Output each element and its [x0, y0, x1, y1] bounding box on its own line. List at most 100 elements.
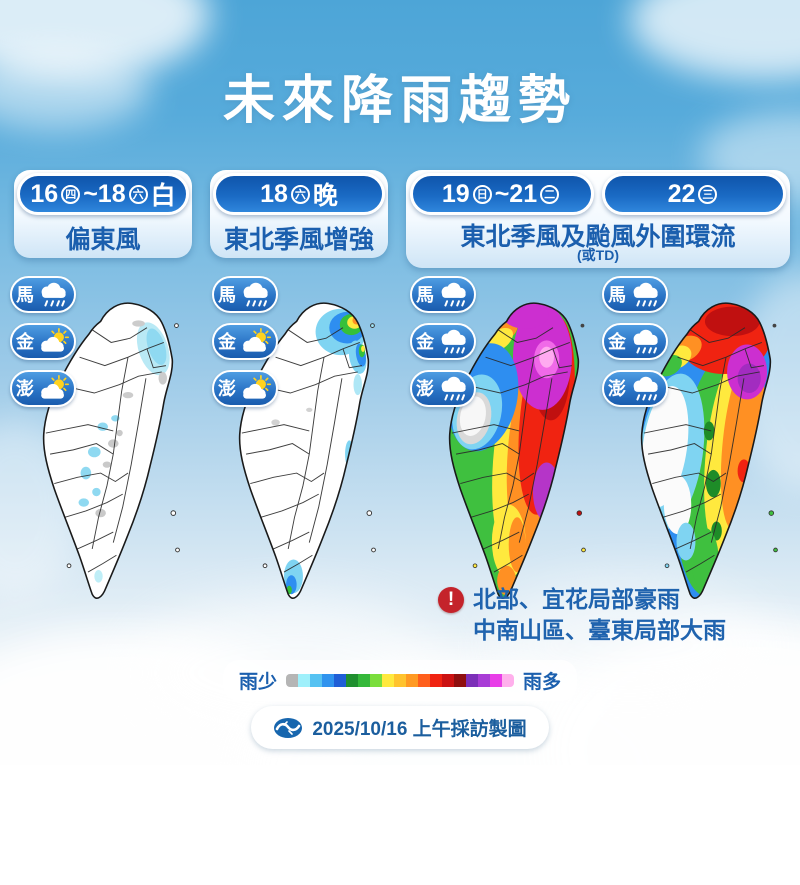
warning-note: ! 北部、宜花局部豪雨 中南山區、臺東局部大雨 — [438, 584, 726, 646]
station-label: 金 — [218, 331, 236, 352]
station-label: 馬 — [416, 284, 434, 305]
date-suffix-day: 白 — [150, 182, 176, 210]
footer-credit-pill: 2025/10/16 上午採訪製圖 — [251, 706, 549, 749]
rain-cloud-icon — [41, 282, 66, 307]
legend-less-label: 雨少 — [238, 672, 277, 693]
station-matsu: 馬 — [10, 276, 76, 313]
station-kinmen: 金 — [10, 323, 76, 360]
decorative-cloud — [0, 50, 150, 130]
date-pill-16-18: 16 四 ~ 18 六 白 — [17, 173, 189, 215]
station-label: 馬 — [218, 284, 236, 305]
taiwan-rain-map-1 — [42, 302, 180, 599]
date-day-end: 21 — [509, 179, 538, 208]
date-pill-18-night: 18 六 晚 — [213, 173, 385, 215]
station-penghu: 澎 — [410, 370, 476, 407]
weekday-circle-sat: 六 — [290, 184, 310, 204]
forecast-subtitle: 東北季風增強 — [223, 226, 374, 254]
weekday-circle-thu: 四 — [61, 184, 81, 204]
set-news-logo-icon — [274, 717, 303, 738]
weekday-circle-sat: 六 — [128, 184, 148, 204]
station-matsu: 馬 — [212, 276, 278, 313]
date-tilde: ~ — [83, 179, 98, 208]
legend-color-segment — [430, 674, 442, 687]
legend-color-segment — [454, 674, 466, 687]
station-label: 澎 — [16, 378, 34, 399]
date-pill-22: 22 三 — [602, 173, 786, 215]
station-label: 金 — [416, 331, 434, 352]
legend-color-segment — [334, 674, 346, 687]
station-label: 澎 — [218, 378, 236, 399]
station-penghu: 澎 — [602, 370, 668, 407]
partly-sunny-icon — [243, 375, 272, 399]
taiwan-rain-map-4 — [640, 302, 778, 599]
station-penghu: 澎 — [10, 370, 76, 407]
station-column-2: 馬 金 澎 — [212, 276, 278, 407]
station-label: 金 — [608, 331, 626, 352]
taiwan-rain-map-3 — [448, 302, 586, 599]
rainfall-legend: 雨少 雨多 — [0, 660, 800, 701]
footer: 2025/10/16 上午採訪製圖 — [0, 706, 800, 749]
date-tilde: ~ — [494, 179, 510, 208]
forecast-subtitle-note: (或TD) — [577, 247, 619, 263]
date-suffix-night: 晚 — [312, 182, 338, 210]
weekday-circle-wed: 三 — [698, 184, 718, 204]
warning-line-2: 中南山區、臺東局部大雨 — [473, 617, 726, 643]
legend-color-segment — [358, 674, 370, 687]
date-day-end: 18 — [97, 179, 126, 208]
partly-sunny-icon — [243, 328, 272, 352]
station-kinmen: 金 — [602, 323, 668, 360]
legend-color-segment — [346, 674, 358, 687]
station-kinmen: 金 — [410, 323, 476, 360]
forecast-subtitle: 東北季風及颱風外圍環流 — [460, 223, 736, 251]
weekday-circle-tue: 二 — [540, 184, 560, 204]
forecast-card-19-22: 19 日 ~ 21 二 22 三 東北季風及颱風外圍環流 (或TD) — [406, 170, 790, 268]
legend-color-segment — [394, 674, 406, 687]
legend-color-segment — [322, 674, 334, 687]
rain-cloud-icon — [633, 282, 658, 307]
partly-sunny-icon — [41, 328, 70, 352]
station-matsu: 馬 — [602, 276, 668, 313]
station-matsu: 馬 — [410, 276, 476, 313]
footer-caption: 2025/10/16 上午採訪製圖 — [312, 719, 527, 740]
station-column-4: 馬 金 澎 — [602, 276, 668, 407]
rain-cloud-icon — [633, 376, 658, 401]
weekday-circle-sun: 日 — [472, 184, 492, 204]
rain-cloud-icon — [441, 376, 466, 401]
legend-color-segment — [466, 674, 478, 687]
station-column-1: 馬 金 澎 — [10, 276, 76, 407]
legend-bar — [286, 674, 514, 687]
station-kinmen: 金 — [212, 323, 278, 360]
rain-cloud-icon — [633, 329, 658, 354]
warning-line-1: 北部、宜花局部豪雨 — [473, 586, 680, 612]
partly-sunny-icon — [41, 375, 70, 399]
legend-color-segment — [382, 674, 394, 687]
date-day-start: 19 — [441, 179, 470, 208]
date-day-start: 16 — [30, 179, 59, 208]
forecast-card-18-night: 18 六 晚 東北季風增強 — [210, 170, 388, 258]
page-title: 未來降雨趨勢 — [222, 72, 577, 130]
legend-color-segment — [502, 674, 514, 687]
warning-exclamation-icon: ! — [438, 587, 464, 613]
station-penghu: 澎 — [212, 370, 278, 407]
legend-color-segment — [478, 674, 490, 687]
station-label: 金 — [16, 331, 34, 352]
legend-color-segment — [442, 674, 454, 687]
legend-more-label: 雨多 — [523, 672, 562, 693]
station-label: 馬 — [608, 284, 626, 305]
legend-color-segment — [418, 674, 430, 687]
rain-cloud-icon — [441, 329, 466, 354]
station-label: 馬 — [16, 284, 34, 305]
station-label: 澎 — [416, 378, 434, 399]
legend-color-segment — [370, 674, 382, 687]
legend-color-segment — [490, 674, 502, 687]
date-pill-19-21: 19 日 ~ 21 二 — [410, 173, 594, 215]
date-day: 22 — [667, 179, 696, 208]
rainfall-legend-inner: 雨少 雨多 — [222, 660, 578, 701]
date-day: 18 — [260, 179, 288, 208]
station-label: 澎 — [608, 378, 626, 399]
rain-cloud-icon — [243, 282, 268, 307]
legend-color-segment — [286, 674, 298, 687]
forecast-subtitle: 偏東風 — [65, 226, 141, 254]
forecast-card-16-18: 16 四 ~ 18 六 白 偏東風 — [14, 170, 192, 258]
rain-cloud-icon — [441, 282, 466, 307]
